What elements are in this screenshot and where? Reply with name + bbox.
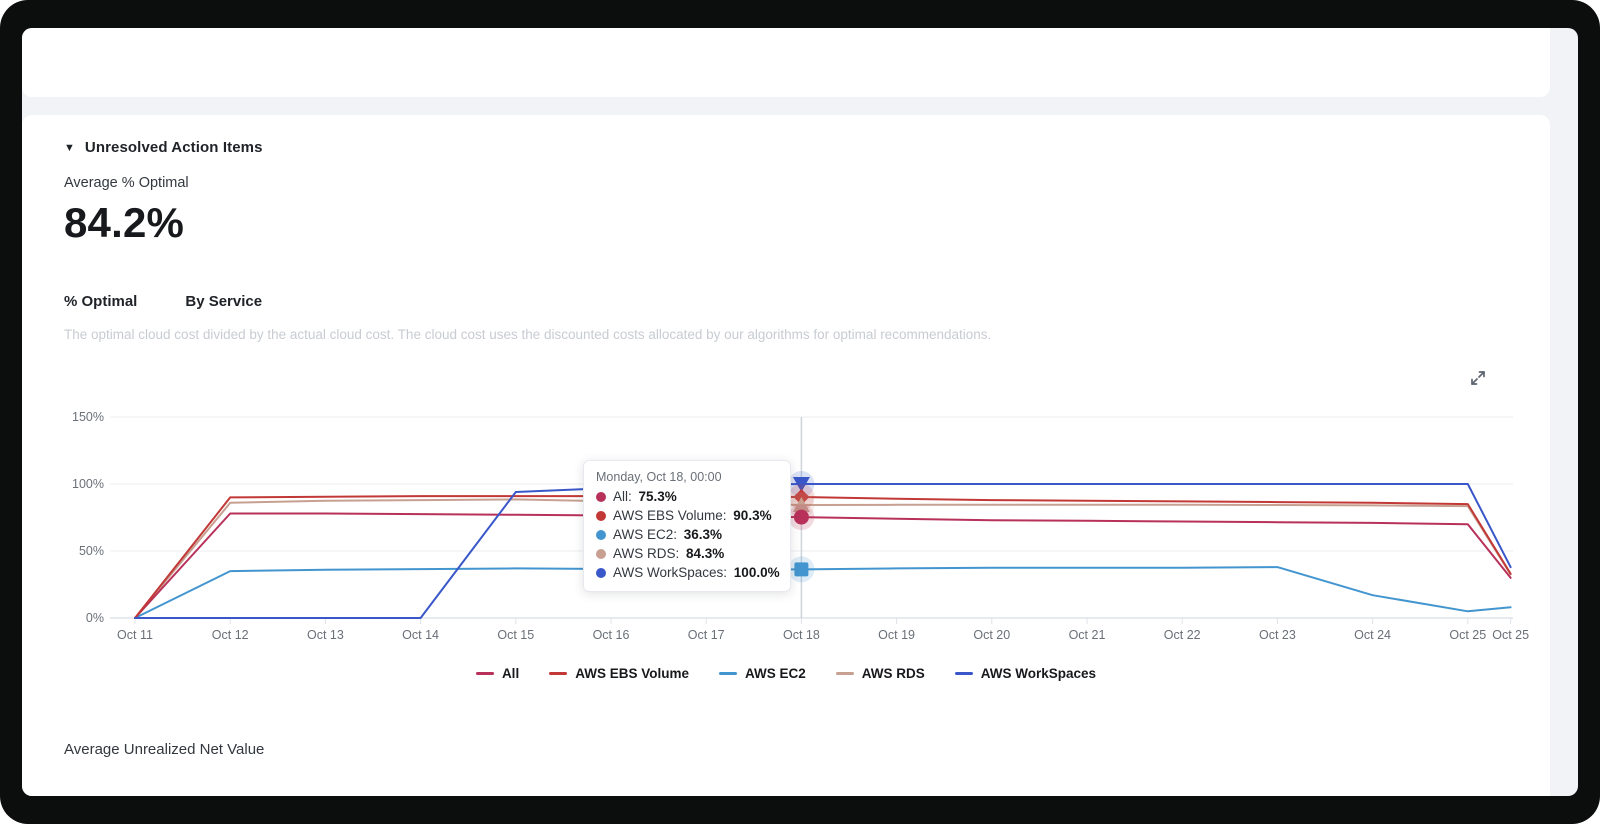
legend-swatch-icon (718, 672, 737, 675)
tab-percent-optimal[interactable]: % Optimal (64, 293, 138, 310)
x-axis-label: Oct 16 (593, 628, 630, 642)
tabs: % Optimal By Service (22, 293, 1550, 310)
y-axis-label: 0% (86, 611, 104, 625)
chart-tooltip: Monday, Oct 18, 00:00 All: 75.3% AWS EBS … (583, 460, 791, 592)
marker-triangle-down-icon (792, 477, 810, 492)
tooltip-series-label: All: 75.3% (613, 489, 677, 504)
marker-diamond-icon (793, 488, 810, 505)
section-header: ▼ Unresolved Action Items (22, 115, 1550, 156)
legend-swatch-icon (549, 672, 568, 675)
series-line-aws-ebs-volume (134, 495, 1512, 619)
previous-section-card (22, 28, 1550, 97)
series-line-aws-rds (134, 498, 1512, 619)
x-axis-label: Oct 17 (688, 628, 725, 642)
legend-item-all[interactable]: All (475, 666, 520, 681)
x-axis-label: Oct 20 (973, 628, 1010, 642)
metric-value: 84.2% (64, 199, 185, 246)
x-axis-label: Oct 25 (1492, 628, 1529, 642)
tab-by-service[interactable]: By Service (185, 293, 263, 310)
x-axis-label: Oct 22 (1164, 628, 1201, 642)
tooltip-row: All: 75.3% (596, 487, 778, 506)
x-axis-label: Oct 18 (783, 628, 820, 642)
tooltip-series-label: AWS WorkSpaces: 100.0% (613, 565, 780, 580)
x-axis-label: Oct 25 (1449, 628, 1486, 642)
tooltip-series-label: AWS EBS Volume: 90.3% (613, 508, 772, 523)
tooltip-row: AWS RDS: 84.3% (596, 544, 778, 563)
optimal-chart-area: 0% 50% 100% 150% Oct 11 Oct 12 Oct 13 Oct 14 Oct… (58, 395, 1552, 653)
x-axis-label: Oct 14 (402, 628, 439, 642)
unresolved-action-items-card: ▼ Unresolved Action Items Average % Opti… (22, 115, 1550, 796)
series-line-all (134, 512, 1512, 619)
x-axis-label: Oct 21 (1069, 628, 1106, 642)
legend-swatch-icon (954, 672, 973, 675)
legend-item-aws-ebs-volume[interactable]: AWS EBS Volume (549, 666, 689, 681)
marker-square-icon (794, 562, 809, 577)
x-axis-label: Oct 15 (497, 628, 534, 642)
app-viewport: ▼ Unresolved Action Items Average % Opti… (22, 28, 1578, 796)
series-color-dot-icon (596, 510, 606, 521)
x-axis-label: Oct 19 (878, 628, 915, 642)
tooltip-series-value: 84.3% (686, 546, 725, 561)
tooltip-title: Monday, Oct 18, 00:00 (596, 470, 722, 484)
legend-item-aws-rds[interactable]: AWS RDS (835, 666, 925, 681)
tooltip-series-value: 100.0% (733, 565, 780, 580)
series-line-aws-workspaces (134, 483, 1512, 619)
tooltip-series-value: 90.3% (733, 508, 772, 523)
y-axis-label: 150% (72, 410, 104, 424)
series-color-dot-icon (596, 567, 606, 578)
marker-triangle-up-icon (792, 497, 810, 513)
chart-legend: All AWS EBS Volume AWS EC2 AWS RDS AWS WorkS… (22, 666, 1550, 681)
tooltip-series-label: AWS EC2: 36.3% (613, 527, 723, 542)
tooltip-row: AWS EC2: 36.3% (596, 525, 778, 544)
x-axis-label: Oct 12 (212, 628, 249, 642)
series-color-dot-icon (596, 491, 606, 502)
legend-swatch-icon (475, 672, 494, 675)
x-axis-label: Oct 11 (117, 628, 153, 642)
legend-item-aws-workspaces[interactable]: AWS WorkSpaces (954, 666, 1097, 681)
marker-circle-icon (793, 509, 809, 525)
tooltip-series-label: AWS RDS: 84.3% (613, 546, 725, 561)
expand-icon[interactable] (1468, 368, 1488, 388)
metric-label: Average % Optimal (64, 175, 189, 191)
tooltip-series-value: 36.3% (683, 527, 723, 542)
series-color-dot-icon (596, 548, 606, 559)
y-axis-label: 50% (79, 544, 104, 558)
legend-label: AWS EC2 (744, 666, 806, 681)
tooltip-row: AWS WorkSpaces: 100.0% (596, 563, 780, 582)
legend-item-aws-ec2[interactable]: AWS EC2 (718, 666, 806, 681)
section-title: Unresolved Action Items (84, 139, 263, 156)
legend-label: AWS EBS Volume (575, 666, 689, 681)
tooltip-series-value: 75.3% (638, 489, 677, 504)
optimal-line-chart[interactable]: 0% 50% 100% 150% Oct 11 Oct 12 Oct 13 Oct 14 Oct… (58, 395, 1552, 653)
y-axis-label: 100% (72, 477, 104, 491)
x-axis-label: Oct 13 (307, 628, 344, 642)
legend-label: AWS WorkSpaces (980, 666, 1097, 681)
legend-label: AWS RDS (861, 666, 925, 681)
collapse-icon[interactable]: ▼ (64, 141, 75, 154)
x-axis-label: Oct 23 (1259, 628, 1296, 642)
next-section-title: Average Unrealized Net Value (64, 741, 265, 758)
legend-label: All (501, 666, 520, 681)
series-color-dot-icon (596, 529, 606, 540)
x-axis-label: Oct 24 (1354, 628, 1391, 642)
chart-description: The optimal cloud cost divided by the ac… (64, 327, 992, 342)
tooltip-row: AWS EBS Volume: 90.3% (596, 506, 778, 525)
series-line-aws-ec2 (134, 566, 1512, 619)
legend-swatch-icon (835, 672, 854, 675)
